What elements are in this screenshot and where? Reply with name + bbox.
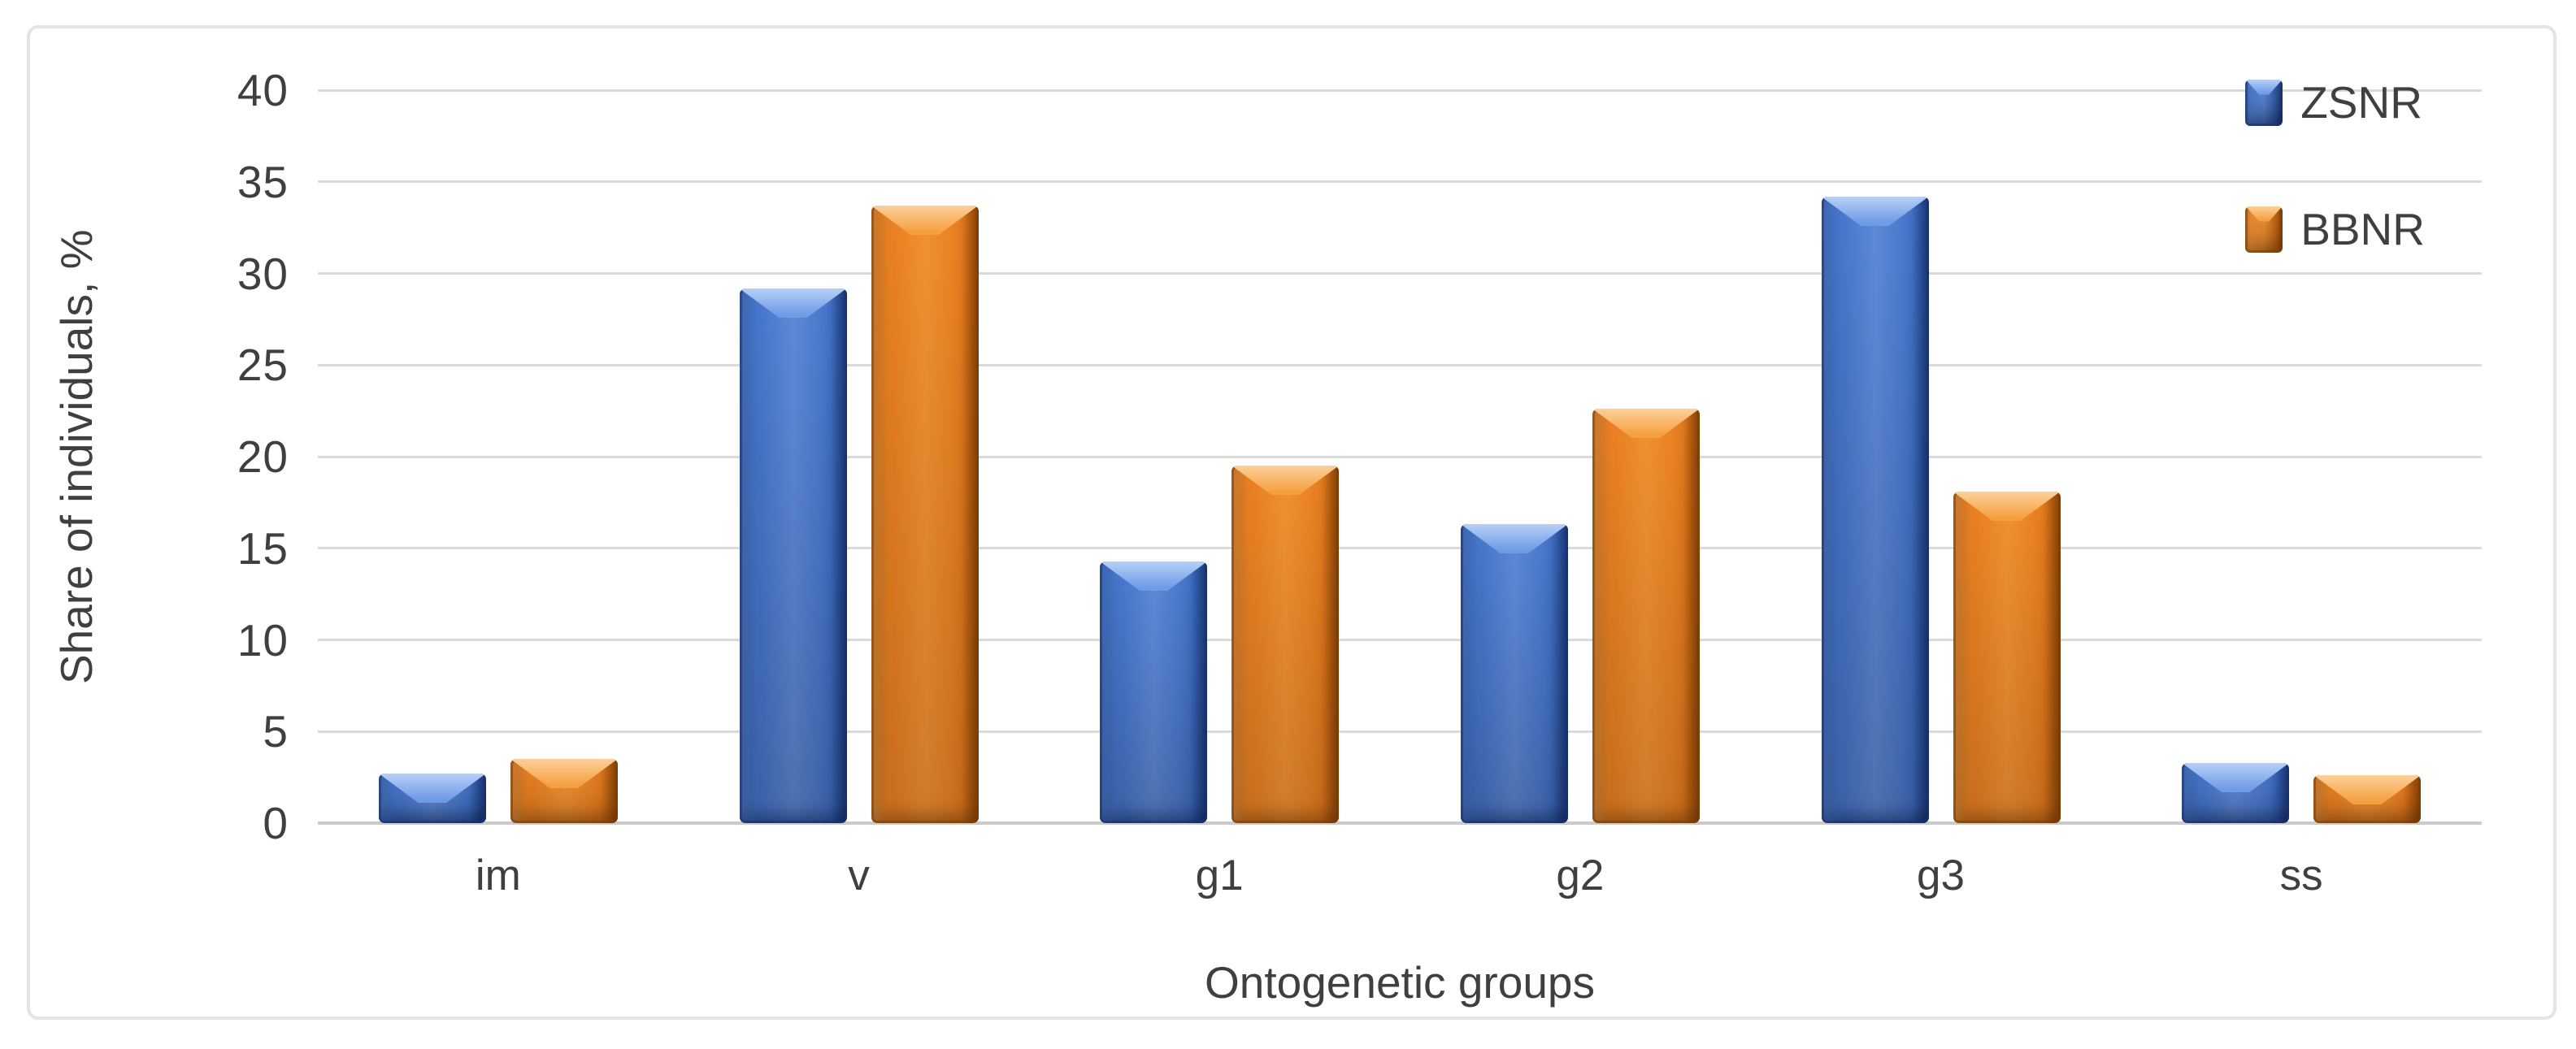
- x-category-label-ss: ss: [2279, 852, 2323, 899]
- x-axis-category-labels: im v g1 g2 g3 ss: [318, 851, 2482, 901]
- x-category-label-g2: g2: [1556, 852, 1605, 899]
- gridline-20: [318, 455, 2482, 458]
- bar-bbnr-g2: [1592, 409, 1700, 823]
- bar-zsnr-im: [378, 774, 486, 823]
- x-category-label-im: im: [475, 852, 521, 899]
- y-tick-label-25: 25: [237, 340, 289, 391]
- bar-bbnr-ss: [2313, 775, 2422, 823]
- y-tick-label-35: 35: [237, 156, 289, 207]
- gridline-25: [318, 363, 2482, 366]
- bar-zsnr-g2: [1460, 524, 1568, 823]
- bar-bbnr-v: [871, 206, 979, 823]
- y-axis-tick-labels: 0 5 10 15 20 25 30 35 40: [30, 65, 289, 848]
- bar-bbnr-im: [510, 759, 618, 823]
- x-category-label-v: v: [848, 852, 870, 899]
- bar-zsnr-ss: [2182, 763, 2290, 823]
- bar-zsnr-g3: [1821, 197, 1929, 823]
- legend-label-bbnr: BBNR: [2300, 204, 2425, 254]
- gridline-10: [318, 639, 2482, 641]
- legend-label-zsnr: ZSNR: [2300, 77, 2422, 128]
- plot-area: [318, 89, 2482, 825]
- x-axis-baseline: [318, 821, 2482, 825]
- y-tick-label-40: 40: [237, 65, 289, 115]
- legend-item-bbnr: BBNR: [2245, 204, 2425, 254]
- y-tick-label-30: 30: [237, 248, 289, 299]
- legend-marker-bbnr-icon: [2245, 206, 2283, 253]
- gridline-15: [318, 547, 2482, 550]
- x-category-label-g3: g3: [1917, 852, 1965, 899]
- y-tick-label-0: 0: [263, 798, 289, 848]
- legend: ZSNR BBNR: [2245, 77, 2425, 331]
- y-tick-label-20: 20: [237, 431, 289, 482]
- bar-zsnr-v: [739, 288, 847, 823]
- bar-zsnr-g1: [1100, 561, 1208, 823]
- legend-item-zsnr: ZSNR: [2245, 77, 2425, 128]
- gridline-40: [318, 89, 2482, 92]
- chart-panel: Share of individuals, % 0 5 10 15 20 25 30 35 40…: [27, 25, 2556, 1020]
- y-tick-label-10: 10: [237, 614, 289, 665]
- x-category-label-g1: g1: [1195, 852, 1244, 899]
- y-tick-label-15: 15: [237, 522, 289, 574]
- gridline-35: [318, 180, 2482, 184]
- gridline-30: [318, 272, 2482, 275]
- gridline-5: [318, 730, 2482, 733]
- bar-bbnr-g3: [1953, 492, 2061, 823]
- legend-marker-zsnr-icon: [2245, 79, 2283, 126]
- bar-bbnr-g1: [1232, 466, 1340, 823]
- y-tick-label-5: 5: [263, 706, 289, 757]
- x-axis-title: Ontogenetic groups: [1204, 957, 1596, 1008]
